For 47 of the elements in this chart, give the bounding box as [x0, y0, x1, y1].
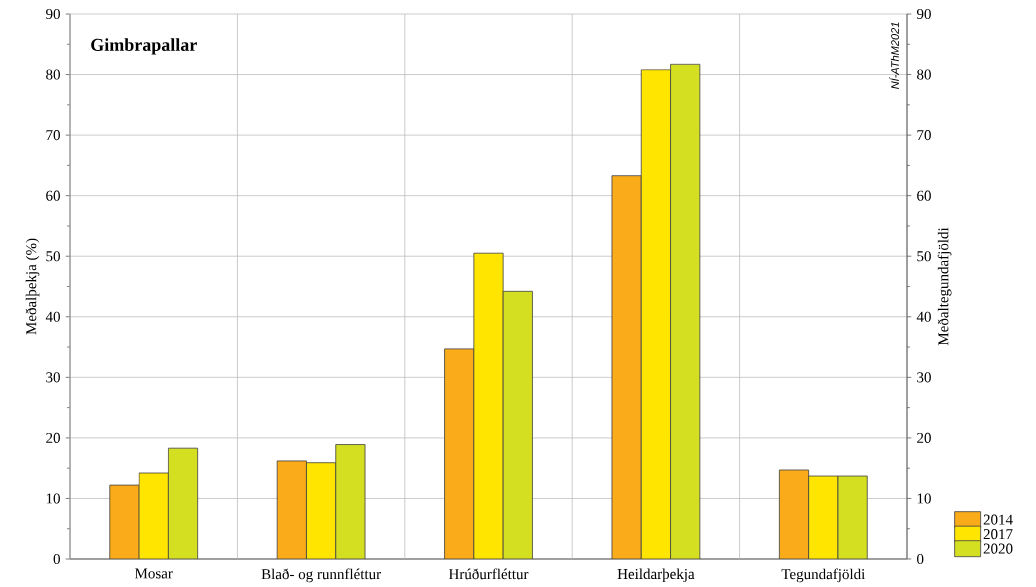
- y2-tick-label: 70: [917, 129, 931, 141]
- y-tick-label: 40: [45, 311, 60, 322]
- y-tick-label: 90: [46, 8, 60, 19]
- annotation: NÍ-AThM2021: [889, 22, 899, 89]
- y2-tick-label: 20: [917, 432, 931, 443]
- y-tick-label: 80: [46, 69, 60, 80]
- bar: [276, 460, 307, 559]
- bar: [611, 175, 642, 559]
- bar: [502, 290, 533, 559]
- legend-label: 2020: [983, 543, 1013, 554]
- legend-label: 2017: [983, 528, 1013, 540]
- x-tick-label: Heildarþekja: [617, 568, 695, 582]
- legend-label: 2014: [983, 514, 1013, 525]
- bar: [138, 472, 169, 559]
- x-tick-label: Mosar: [134, 568, 173, 579]
- bar: [837, 475, 868, 559]
- y-tick-label: 60: [46, 190, 60, 201]
- y2-tick-label: 0: [917, 553, 924, 564]
- bar: [167, 447, 199, 559]
- bar: [306, 462, 337, 559]
- bar: [808, 475, 839, 559]
- bar: [109, 484, 140, 559]
- y2-tick-label: 50: [917, 251, 931, 262]
- bar: [670, 63, 701, 559]
- y-tick-label: 0: [53, 553, 60, 564]
- x-tick-label: Blað- og runnfléttur: [261, 568, 381, 583]
- y-tick-label: 70: [46, 129, 60, 141]
- y2-tick-label: 80: [917, 69, 931, 80]
- text: Gimbrapallar: [91, 38, 197, 55]
- bar: [778, 469, 810, 559]
- y2-tick-label: 40: [916, 311, 931, 322]
- x-tick-label: Tegundafjöldi: [781, 568, 865, 583]
- bar: [335, 444, 366, 559]
- y-tick-label: 20: [46, 432, 60, 443]
- y-tick-label: 30: [46, 372, 60, 383]
- y2-tick-label: 60: [917, 190, 931, 201]
- y2-tick-label: 30: [917, 372, 931, 383]
- y2-tick-label: 10: [917, 493, 931, 504]
- y-tick-label: 10: [46, 493, 60, 504]
- y2-axis-title: Meðaltegundafjöldi: [937, 227, 952, 346]
- y-tick-label: 50: [46, 251, 60, 262]
- bar: [640, 69, 671, 559]
- bar: [444, 348, 475, 559]
- y-axis-title: Meðalþekja (%): [25, 238, 40, 335]
- x-tick-label: Hrúðurfléttur: [448, 568, 529, 580]
- y2-tick-label: 90: [916, 8, 931, 19]
- bar: [473, 252, 504, 559]
